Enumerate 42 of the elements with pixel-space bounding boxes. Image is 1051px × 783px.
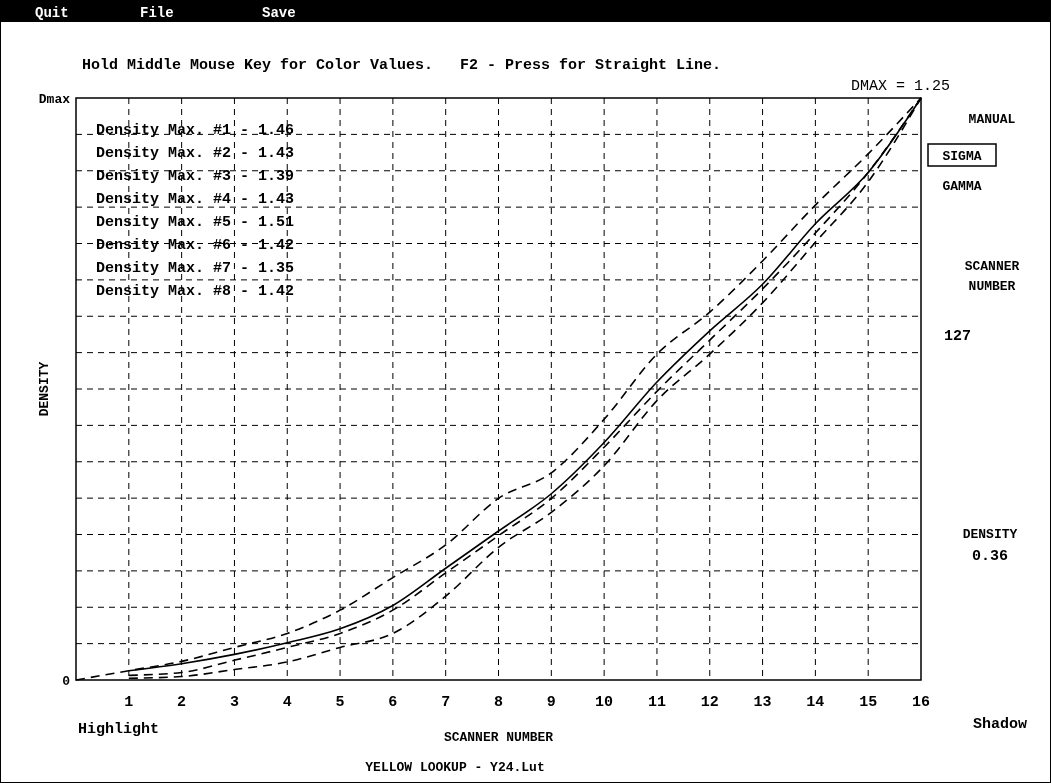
- text: Shadow: [972, 716, 1028, 733]
- annotation: Density Max. #7 - 1.35: [96, 260, 295, 277]
- y-axis-title: DENSITY: [37, 361, 52, 417]
- x-tick-label: 6: [388, 694, 398, 711]
- x-tick-label: 12: [700, 694, 719, 711]
- annotation: Density Max. #3 - 1.39: [96, 168, 295, 185]
- x-tick-label: 10: [595, 694, 614, 711]
- x-tick-label: 14: [806, 694, 825, 711]
- x-tick-label: 5: [335, 694, 345, 711]
- chart-subtitle: DMAX = 1.25: [850, 78, 950, 95]
- annotation: Density Max. #1 - 1.46: [96, 122, 295, 139]
- x-tick-label: 4: [282, 694, 292, 711]
- text: GAMMA: [942, 179, 982, 194]
- x-tick-label: 7: [441, 694, 451, 711]
- chart-title: Hold Middle Mouse Key for Color Values. F2 - Press for Straight Line.: [82, 57, 722, 74]
- x-tick-label: 15: [859, 694, 878, 711]
- text: Quit: [35, 5, 69, 21]
- text: Dmax: [38, 92, 71, 107]
- text: 0.36: [971, 548, 1009, 565]
- text: 127: [944, 328, 972, 345]
- text: SCANNER NUMBER: [964, 259, 1020, 294]
- text: 0: [62, 674, 71, 689]
- text: Save: [262, 5, 296, 21]
- text: Highlight: [78, 721, 160, 738]
- x-tick-label: 16: [911, 694, 931, 711]
- annotation: Density Max. #4 - 1.43: [96, 191, 295, 208]
- x-tick-label: 8: [493, 694, 504, 711]
- annotation: Density Max. #8 - 1.42: [96, 283, 295, 300]
- x-tick-label: 2: [177, 694, 187, 711]
- text: File: [140, 5, 174, 21]
- x-axis-title: SCANNER NUMBER: [443, 730, 554, 745]
- annotation: Density Max. #5 - 1.51: [96, 214, 295, 231]
- text: YELLOW LOOKUP - Y24.Lut: [365, 760, 545, 775]
- text: DENSITY: [962, 527, 1018, 542]
- x-tick-label: 13: [753, 694, 772, 711]
- annotation: Density Max. #2 - 1.43: [96, 145, 295, 162]
- text: SIGMA: [942, 149, 982, 164]
- x-tick-label: 1: [124, 694, 134, 711]
- x-tick-label: 11: [647, 694, 666, 711]
- text: MANUAL: [968, 112, 1016, 127]
- x-tick-label: 3: [229, 694, 239, 711]
- x-tick-label: 9: [546, 694, 556, 711]
